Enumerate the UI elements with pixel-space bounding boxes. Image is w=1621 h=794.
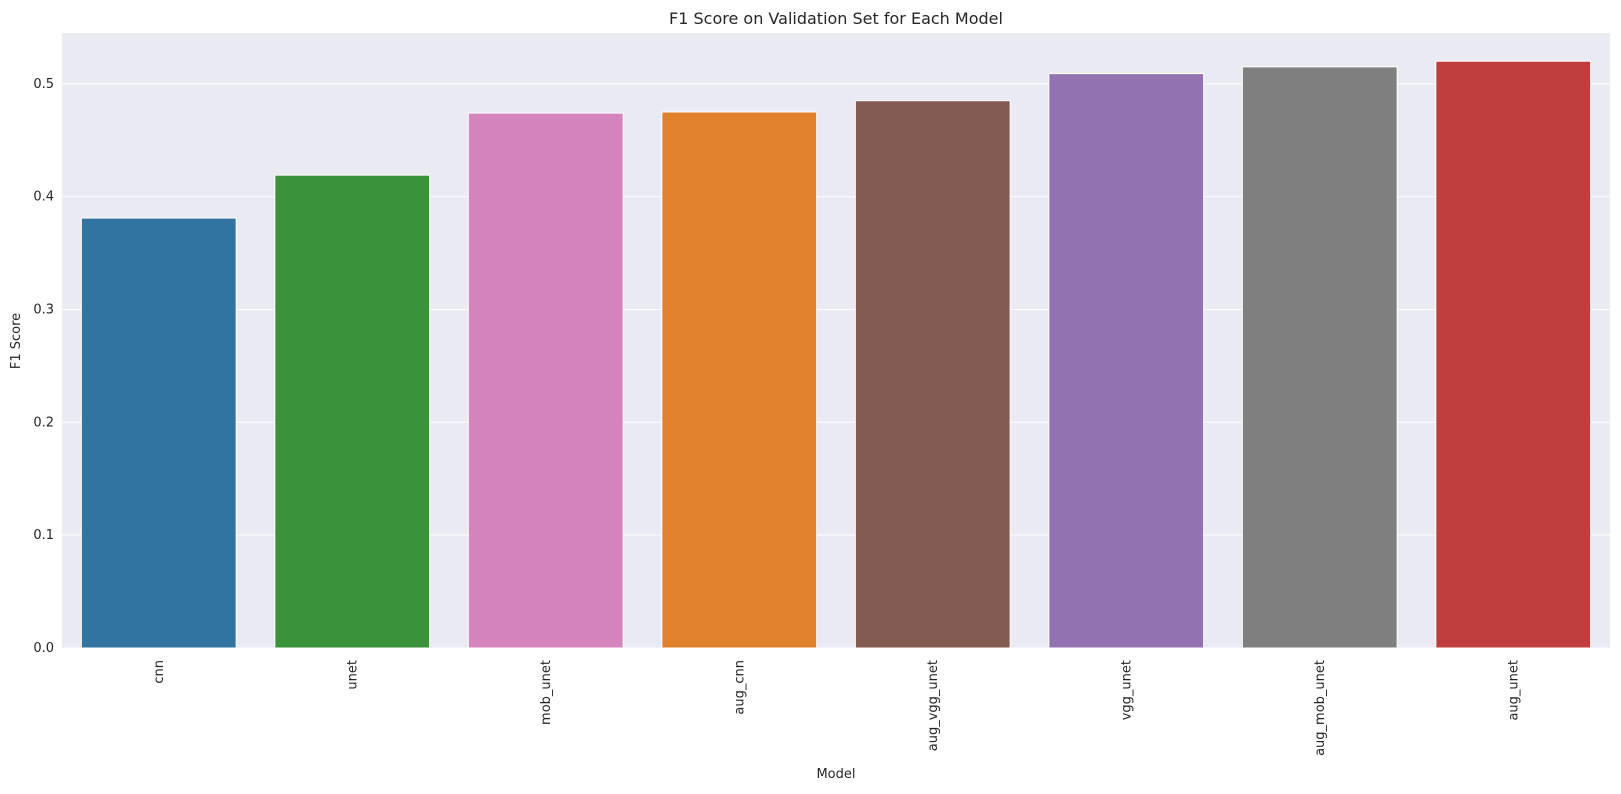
y-tick-label: 0.1 xyxy=(33,528,54,543)
x-tick-label: mob_unet xyxy=(539,660,554,725)
x-tick-label: aug_cnn xyxy=(732,660,747,715)
bar-cnn xyxy=(80,217,237,649)
x-tick-label: vgg_unet xyxy=(1119,660,1134,720)
bars xyxy=(80,60,1592,649)
x-tick-labels: cnn unet mob_unet aug_cnn aug_vgg_unet vgg_un… xyxy=(152,660,1522,756)
y-tick-label: 0.3 xyxy=(33,302,54,317)
chart-title: F1 Score on Validation Set for Each Mode… xyxy=(669,9,1003,28)
bar-aug-cnn xyxy=(661,111,818,649)
y-tick-label: 0.5 xyxy=(33,77,54,92)
bar-unet xyxy=(274,174,431,649)
bar-aug-vgg-unet xyxy=(854,100,1011,649)
bar-aug-mob-unet xyxy=(1241,66,1398,649)
bar-mob-unet xyxy=(467,112,624,649)
x-tick-label: aug_mob_unet xyxy=(1313,660,1328,756)
x-tick-label: aug_unet xyxy=(1506,660,1521,721)
x-tick-label: cnn xyxy=(152,660,167,684)
y-tick-label: 0.2 xyxy=(33,415,54,430)
y-tick-label: 0.0 xyxy=(33,641,54,656)
bar-vgg-unet xyxy=(1048,73,1205,649)
x-tick-label: unet xyxy=(345,660,360,690)
x-axis-label: Model xyxy=(816,767,855,782)
y-tick-label: 0.4 xyxy=(33,190,54,205)
bar-aug-unet xyxy=(1435,60,1592,649)
y-tick-labels: 0.0 0.1 0.2 0.3 0.4 0.5 xyxy=(33,77,54,656)
y-axis-label: F1 Score xyxy=(9,313,24,369)
x-tick-label: aug_vgg_unet xyxy=(926,660,941,751)
